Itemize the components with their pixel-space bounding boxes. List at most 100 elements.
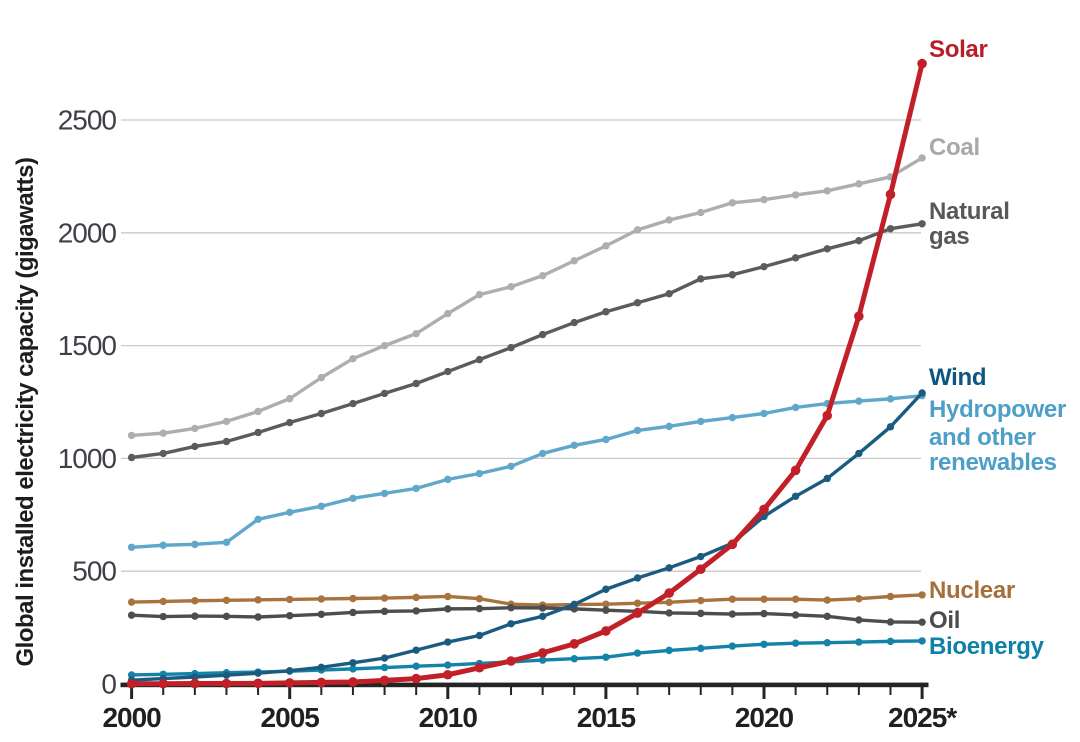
point-wind-2023 — [855, 449, 863, 458]
y-tick-label-0: 0 — [101, 669, 116, 700]
series-label-hydropower-3: renewables — [929, 449, 1057, 476]
point-wind-2015 — [602, 585, 610, 593]
point-wind-2024 — [886, 423, 895, 431]
point-natural-gas-2001 — [159, 449, 167, 458]
point-oil-2018 — [697, 609, 705, 618]
point-coal-2000 — [127, 431, 136, 440]
point-nuclear-2010 — [444, 592, 452, 601]
point-wind-2005 — [286, 666, 294, 675]
point-natural-gas-2012 — [507, 343, 515, 352]
point-wind-2022 — [823, 474, 831, 483]
point-natural-gas-2005 — [286, 418, 294, 427]
point-natural-gas-2014 — [570, 318, 578, 327]
point-solar-2019 — [727, 539, 738, 550]
point-bioenergy-2015 — [602, 653, 610, 661]
point-wind-2002 — [191, 673, 199, 681]
point-solar-2010 — [443, 669, 453, 680]
point-solar-2014 — [569, 639, 580, 649]
point-coal-2007 — [349, 354, 357, 363]
point-solar-2021 — [790, 465, 801, 476]
point-nuclear-2003 — [222, 596, 231, 605]
point-oil-2002 — [191, 612, 199, 620]
point-wind-2021 — [791, 492, 800, 501]
series-label-natural-gas-2: gas — [929, 223, 969, 250]
point-natural-gas-2025 — [918, 220, 926, 228]
point-hydropower-2005 — [286, 508, 294, 517]
point-natural-gas-2022 — [823, 245, 831, 253]
point-wind-2016 — [633, 574, 642, 582]
point-nuclear-2022 — [823, 596, 831, 604]
point-hydropower-2002 — [191, 540, 199, 549]
point-solar-2012 — [506, 656, 516, 666]
series-label-hydropower-2: and other — [929, 424, 1036, 451]
point-natural-gas-2016 — [633, 299, 642, 307]
point-natural-gas-2007 — [349, 399, 357, 408]
point-wind-2012 — [507, 620, 515, 628]
point-bioenergy-2023 — [855, 638, 863, 646]
point-nuclear-2020 — [760, 595, 768, 603]
point-hydropower-2001 — [159, 541, 167, 549]
point-natural-gas-2003 — [222, 437, 231, 446]
point-oil-2019 — [728, 610, 737, 618]
point-nuclear-2016 — [633, 599, 642, 607]
point-bioenergy-2020 — [760, 640, 768, 648]
point-wind-2017 — [665, 564, 673, 572]
point-hydropower-2004 — [254, 515, 262, 524]
point-wind-2010 — [444, 638, 452, 646]
point-nuclear-2006 — [317, 595, 326, 603]
point-coal-2001 — [159, 429, 167, 437]
point-hydropower-2015 — [602, 435, 610, 444]
point-wind-2013 — [538, 612, 547, 621]
point-oil-2012 — [507, 604, 515, 612]
point-solar-2004 — [253, 678, 263, 689]
point-coal-2025 — [918, 154, 926, 162]
series-label-wind: Wind — [929, 364, 986, 391]
point-hydropower-2014 — [570, 441, 578, 450]
point-natural-gas-2004 — [254, 428, 262, 437]
line-coal — [131, 156, 923, 438]
point-solar-2022 — [822, 410, 833, 421]
point-nuclear-2002 — [191, 597, 199, 605]
point-solar-2002 — [190, 678, 200, 689]
line-wind — [131, 391, 924, 682]
point-coal-2023 — [855, 180, 863, 188]
point-oil-2015 — [602, 606, 610, 614]
point-hydropower-2009 — [412, 484, 420, 493]
plot-area: 0 500 1000 1500 2000 2500 2000 2005 2010 2015 2020… — [58, 36, 1067, 733]
point-solar-2005 — [284, 678, 295, 688]
y-tick-label-2500: 2500 — [58, 105, 117, 136]
point-coal-2004 — [254, 407, 262, 416]
point-wind-2003 — [222, 671, 231, 679]
point-oil-2020 — [760, 609, 768, 618]
point-natural-gas-2011 — [475, 355, 484, 364]
point-solar-2017 — [664, 588, 674, 598]
point-oil-2001 — [159, 612, 167, 621]
point-hydropower-2008 — [380, 489, 389, 498]
y-tick-label-500: 500 — [72, 556, 116, 587]
point-bioenergy-2025 — [918, 637, 926, 645]
point-bioenergy-2018 — [697, 644, 705, 653]
point-oil-2009 — [412, 607, 420, 615]
point-nuclear-2009 — [412, 593, 420, 602]
point-coal-2002 — [191, 424, 199, 433]
point-bioenergy-2008 — [380, 663, 389, 672]
point-oil-2004 — [254, 613, 262, 621]
point-natural-gas-2018 — [697, 275, 705, 283]
x-tick-label-2015: 2015 — [577, 702, 636, 733]
point-natural-gas-2009 — [412, 379, 420, 388]
point-oil-2006 — [317, 610, 326, 618]
point-bioenergy-2019 — [728, 642, 737, 650]
point-coal-2017 — [665, 216, 673, 224]
point-solar-2025 — [917, 58, 927, 69]
point-natural-gas-2002 — [191, 442, 199, 451]
point-bioenergy-2021 — [791, 639, 800, 647]
point-natural-gas-2006 — [317, 409, 326, 418]
point-oil-2003 — [222, 612, 231, 621]
point-coal-2010 — [444, 309, 452, 318]
point-hydropower-2013 — [538, 449, 547, 458]
point-wind-2025 — [918, 389, 926, 397]
point-bioenergy-2016 — [633, 649, 642, 657]
point-solar-2015 — [601, 626, 611, 636]
point-bioenergy-2000 — [127, 671, 136, 679]
point-oil-2005 — [286, 611, 294, 620]
